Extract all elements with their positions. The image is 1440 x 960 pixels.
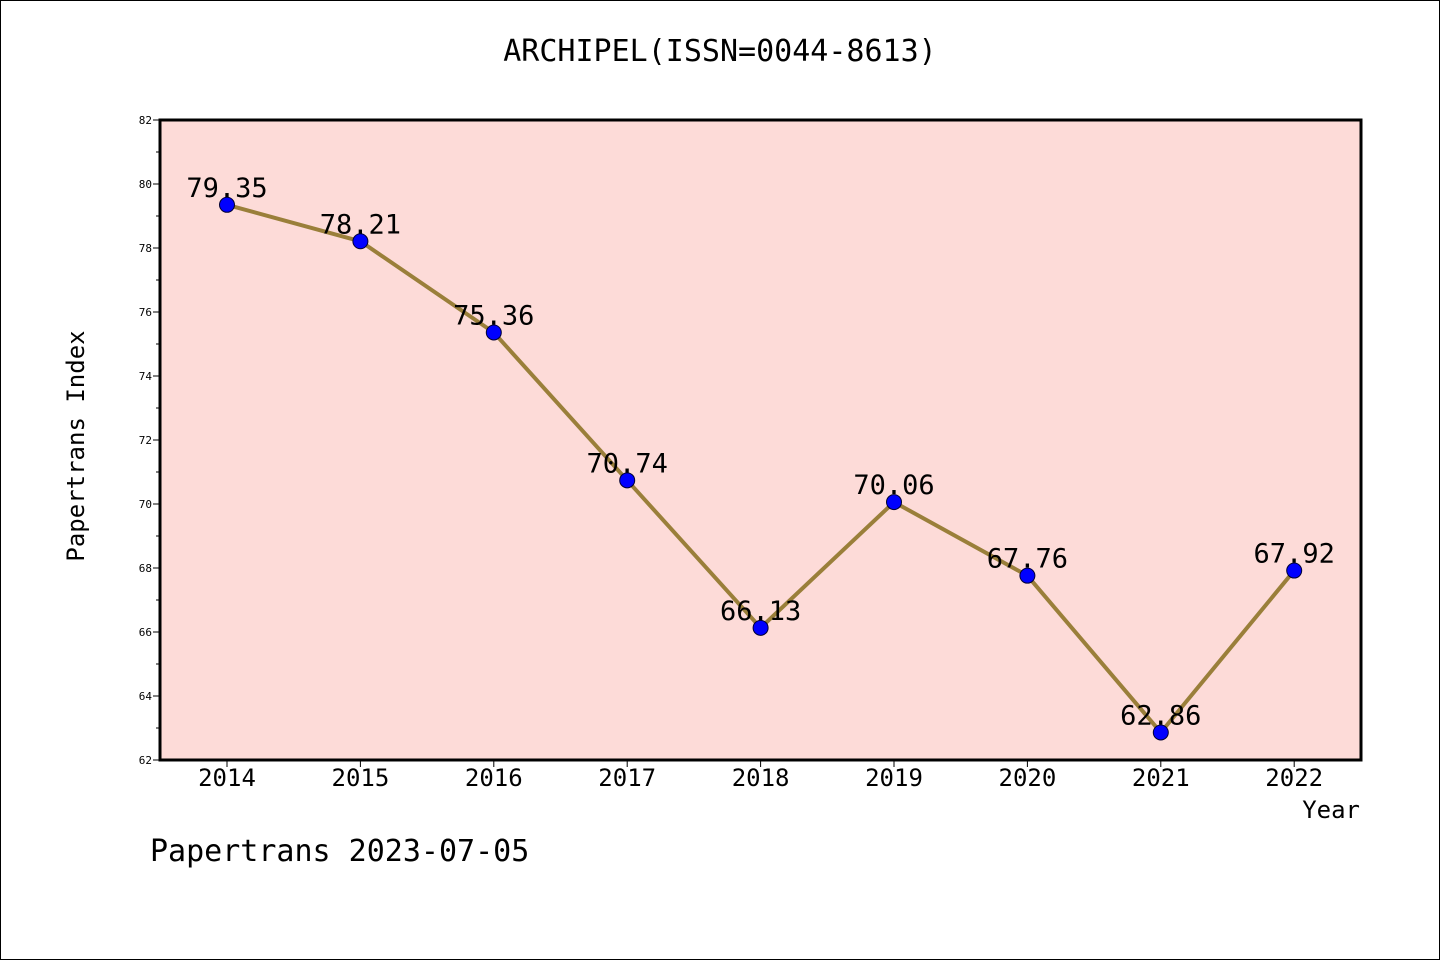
- y-tick-label: 68: [139, 562, 152, 575]
- data-point: [1152, 724, 1169, 741]
- x-tick-label: 2019: [865, 764, 923, 792]
- footer-stamp: Papertrans 2023-07-05: [150, 834, 530, 869]
- plot-frame: [158, 118, 1363, 762]
- data-point: [886, 494, 902, 511]
- chart-title: ARCHIPEL(ISSN=0044-8613): [503, 34, 937, 69]
- y-tick-label: 78: [139, 242, 152, 255]
- x-axis-label: Year: [1302, 796, 1360, 824]
- x-tick-label: 2018: [732, 764, 790, 792]
- data-point: [1286, 562, 1303, 579]
- y-tick-label: 72: [139, 434, 152, 447]
- x-tick-label: 2021: [1132, 764, 1190, 792]
- data-point: [619, 472, 636, 489]
- data-label: 67.76: [987, 544, 1068, 575]
- data-point: [752, 619, 769, 636]
- y-tick-label: 70: [139, 498, 152, 511]
- y-tick-label: 64: [139, 690, 153, 703]
- data-point: [485, 324, 502, 341]
- y-tick-label: 66: [139, 626, 152, 639]
- y-tick-label: 62: [139, 754, 152, 767]
- y-tick-label: 74: [139, 370, 153, 383]
- y-tick-label: 82: [139, 114, 152, 127]
- data-point: [1019, 567, 1036, 584]
- data-point: [219, 196, 235, 213]
- y-tick-label: 76: [139, 306, 152, 319]
- x-tick-label: 2022: [1265, 764, 1323, 792]
- data-label: 75.36: [453, 300, 534, 331]
- data-label: 70.06: [853, 470, 934, 501]
- data-point: [352, 233, 369, 250]
- data-label: 70.74: [587, 448, 668, 479]
- x-tick-label: 2016: [465, 764, 523, 792]
- data-label: 62.86: [1120, 700, 1201, 731]
- x-tick-label: 2015: [332, 764, 390, 792]
- data-label: 78.21: [320, 209, 401, 240]
- data-label: 79.35: [186, 173, 267, 204]
- y-tick-label: 80: [139, 178, 152, 191]
- data-label: 66.13: [720, 596, 801, 627]
- plot-area: [160, 120, 1361, 760]
- x-tick-label: 2017: [598, 764, 656, 792]
- x-tick-label: 2014: [198, 764, 256, 792]
- x-tick-label: 2020: [999, 764, 1057, 792]
- data-label: 67.92: [1254, 539, 1335, 570]
